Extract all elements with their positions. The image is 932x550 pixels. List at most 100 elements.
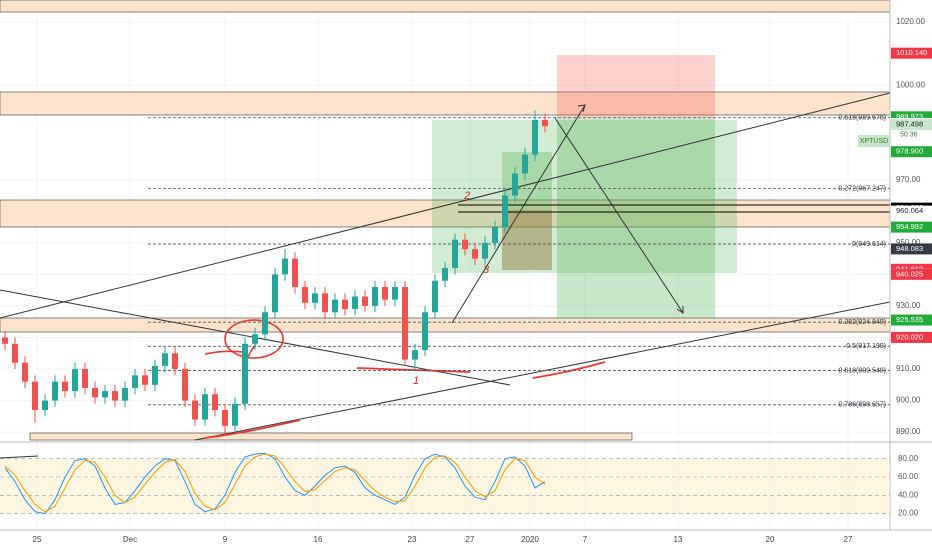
y-tick-label: 930.00 (896, 301, 921, 310)
y-tick-label: 80.00 (898, 454, 919, 463)
y-tick-label: 1000.00 (896, 80, 925, 89)
candle-body (92, 387, 98, 398)
y-tick-label: 890.00 (896, 427, 921, 436)
price-label-box (891, 205, 932, 217)
candle-body (232, 403, 238, 426)
trend-line (194, 301, 891, 441)
symbol-tag (858, 135, 890, 147)
price-label-box (891, 331, 932, 343)
candle-body (172, 353, 178, 370)
price-label-box (891, 221, 932, 233)
fib-label: 0.5(917.199) (846, 343, 886, 350)
price-label: 978.900 (896, 147, 923, 156)
x-tick-label: Dec (123, 535, 137, 544)
candle-body (52, 381, 58, 401)
candle-body (82, 369, 88, 388)
trend-line (0, 92, 891, 319)
y-tick-label: 40.00 (898, 490, 919, 499)
candle-body (522, 154, 528, 174)
candle-body (412, 350, 418, 360)
stoch-line (4, 453, 546, 513)
candle-body (472, 249, 478, 259)
price-label: 989.973 (896, 112, 923, 121)
y-tick-label: 900.00 (896, 396, 921, 405)
zone (29, 432, 633, 441)
candle-body (432, 280, 438, 313)
fib-label: 0.618(909.549) (839, 367, 886, 374)
price-label: 920.020 (896, 332, 923, 341)
y-tick-label: 20.00 (898, 509, 919, 518)
x-tick-label: 20 (766, 535, 775, 544)
fib-label: 0(949.614) (852, 241, 886, 248)
price-label-box (891, 268, 932, 280)
arrow-head (676, 306, 684, 314)
candle-body (2, 337, 8, 344)
candle-body (152, 365, 158, 385)
stop-box (502, 210, 552, 270)
price-label: 1010.140 (896, 48, 927, 57)
fib-label: 0.786(898.657) (839, 402, 886, 409)
price-label: 960.064 (896, 206, 923, 215)
candle-body (102, 391, 108, 398)
stoch-line (4, 452, 546, 515)
candle-body (262, 312, 268, 335)
price-label: 925.535 (896, 315, 923, 324)
candle-body (292, 258, 298, 288)
x-tick-label: 9 (223, 535, 228, 544)
symbol: XPTUSD (860, 138, 888, 145)
candle-body (282, 258, 288, 275)
candle-body (142, 375, 148, 385)
candle-body (542, 119, 548, 127)
candle-body (372, 287, 378, 306)
price-label-box (891, 119, 932, 131)
candle-body (132, 375, 138, 388)
candle-body (272, 274, 278, 313)
annotation: 3 (483, 264, 490, 276)
candle-body (452, 239, 458, 269)
price-label-box (891, 243, 932, 255)
price-label: 940.025 (896, 269, 923, 278)
candle-body (502, 195, 508, 228)
zone (0, 317, 891, 333)
freehand (204, 419, 301, 439)
candle-body (482, 242, 488, 259)
candle-body (42, 400, 48, 411)
candle-body (462, 239, 468, 250)
freehand (356, 367, 471, 373)
candle-body (352, 296, 358, 310)
candle-body (442, 268, 448, 281)
candle-body (342, 299, 348, 310)
x-tick-label: 2020 (521, 535, 539, 544)
candle-body (322, 293, 328, 313)
price-label: 948.083 (896, 244, 923, 253)
x-tick-label: 16 (314, 535, 323, 544)
candle-body (72, 369, 78, 392)
x-tick-label: 27 (466, 535, 475, 544)
price-label-box (891, 111, 932, 123)
x-tick-label: 7 (583, 535, 588, 544)
candle-body (122, 387, 128, 401)
annotation: 2 (463, 190, 470, 202)
price-label: 987.498 (896, 120, 923, 129)
candle-body (312, 293, 318, 303)
x-tick-label: 27 (844, 535, 853, 544)
candle-body (362, 296, 368, 306)
candle-body (202, 394, 208, 420)
candle-body (212, 394, 218, 411)
price-label-box (891, 314, 932, 326)
candle-body (252, 334, 258, 344)
candle-body (242, 343, 248, 404)
y-tick-label: 1020.00 (896, 17, 925, 26)
y-tick-label: 970.00 (896, 175, 921, 184)
stop-box (557, 55, 715, 118)
candle-body (392, 287, 398, 300)
y-tick-label: 910.00 (896, 364, 921, 373)
arrow (554, 117, 684, 314)
price-label: 941.612 (896, 264, 923, 273)
candle-body (112, 391, 118, 401)
candle-body (182, 369, 188, 401)
candle-body (512, 173, 518, 196)
annotation: 1 (413, 375, 419, 387)
x-tick-label: 13 (674, 535, 683, 544)
